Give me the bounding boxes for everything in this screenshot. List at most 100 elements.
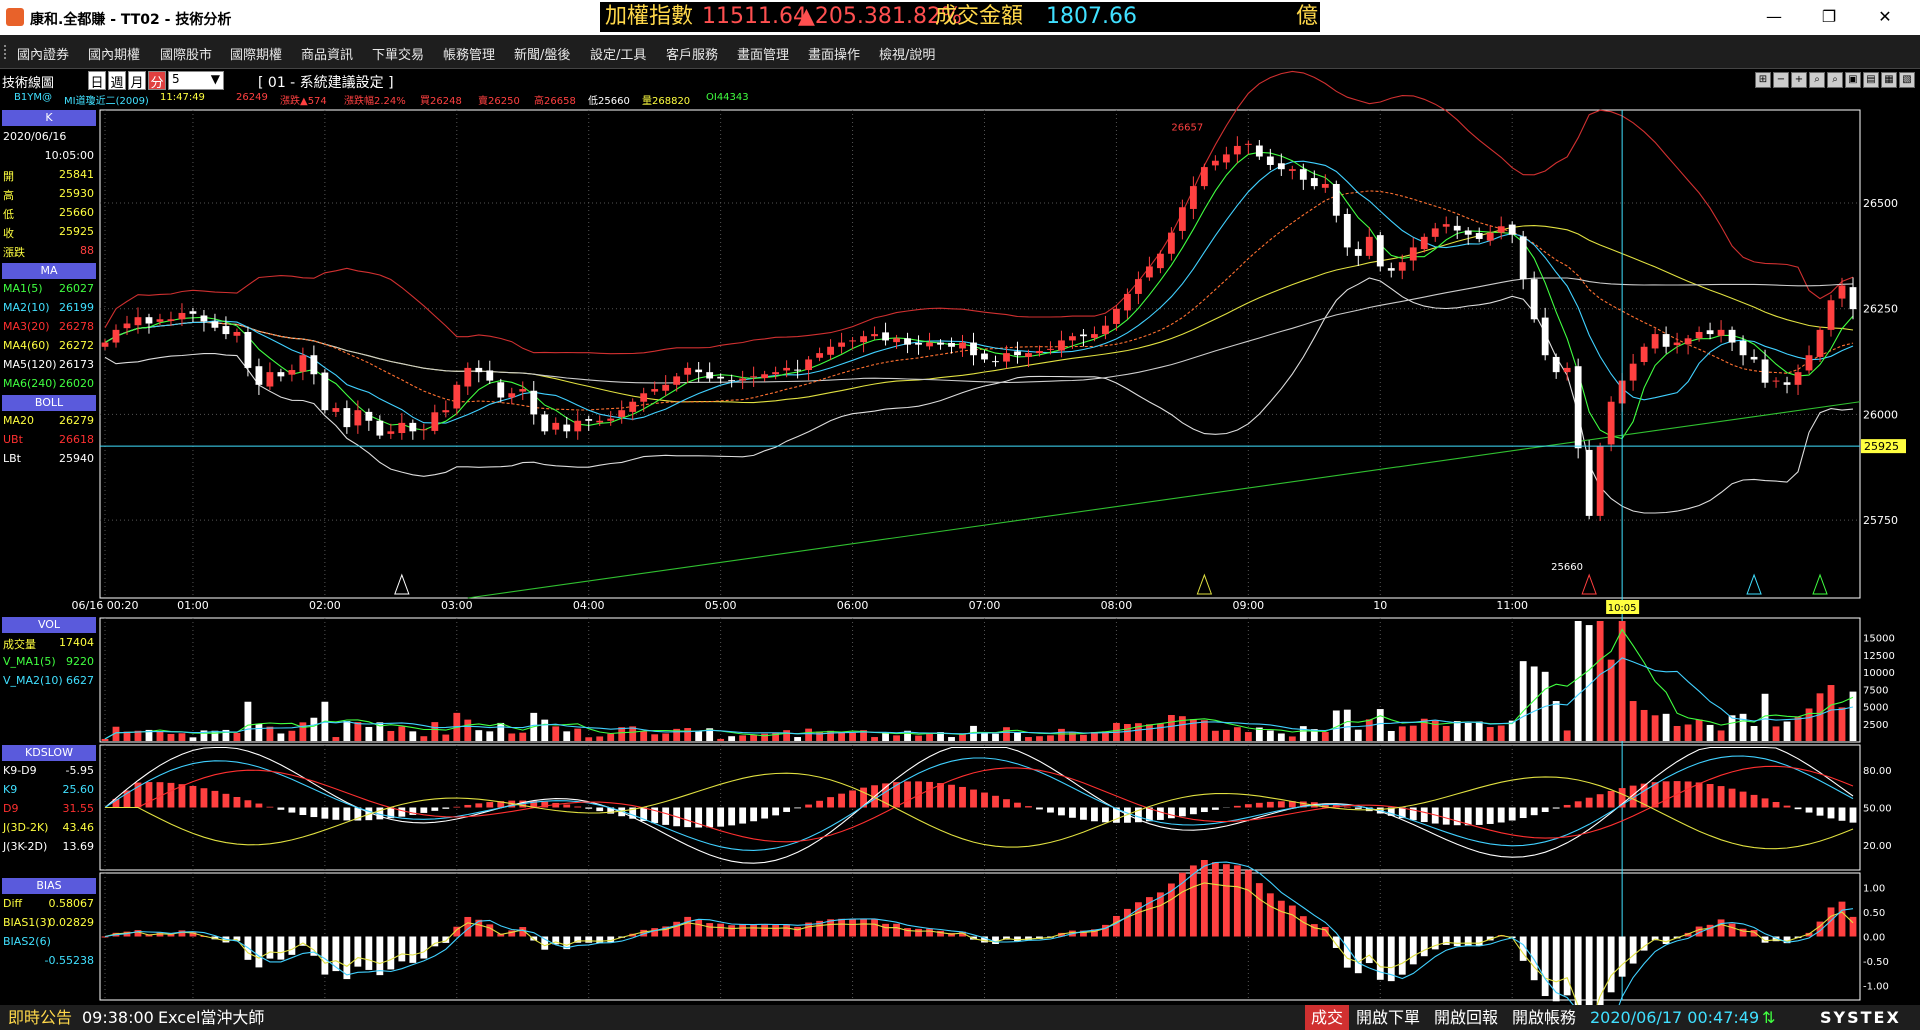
bias-bar (1091, 929, 1098, 937)
volume-bar (1574, 621, 1582, 741)
bias-bar (574, 936, 582, 943)
candle-body (1398, 262, 1406, 271)
search-icon[interactable]: ⌕ (1809, 72, 1825, 88)
menu-item-view-help[interactable]: 檢視/說明 (879, 48, 936, 63)
info-change: 漲跌▲574 (280, 96, 327, 107)
kd-histogram-bar (1387, 807, 1395, 816)
menu-grip-icon (4, 45, 8, 59)
close-button[interactable]: ✕ (1878, 7, 1892, 26)
candle-body (1047, 348, 1054, 350)
kd-histogram-bar (838, 793, 845, 808)
trade-indicator[interactable]: 成交 (1305, 1005, 1350, 1030)
candle-body (266, 372, 274, 387)
period-minute-button[interactable]: 分 (148, 71, 166, 91)
restore-button[interactable]: ❐ (1821, 7, 1837, 26)
bias-bar (1167, 883, 1175, 937)
menu-item-settings-tools[interactable]: 設定/工具 (590, 48, 647, 63)
volume-bar (1849, 691, 1857, 741)
boll-row: UBt 26618 (3, 433, 96, 448)
bias-bar (310, 936, 318, 956)
find-icon[interactable]: ⌕ (1827, 72, 1843, 88)
candle-body (288, 370, 296, 375)
zoom-in-icon[interactable]: + (1791, 72, 1807, 88)
candle-body (1288, 169, 1296, 171)
bias-tick-label: -1.00 (1863, 981, 1889, 992)
volume-bar (739, 735, 747, 741)
menu-item-customer-service[interactable]: 客戶服務 (666, 48, 719, 63)
candle-body (871, 334, 878, 337)
menu-item-account-management[interactable]: 帳務管理 (443, 48, 496, 63)
bias-bar (1387, 936, 1395, 982)
candle-body (1343, 214, 1351, 248)
signal-triangle-icon (1746, 573, 1762, 595)
period-day-button[interactable]: 日 (88, 71, 106, 91)
candle-body (1135, 279, 1142, 294)
open-account-button[interactable]: 開啟帳務 (1512, 1008, 1577, 1027)
menu-item-international-futures[interactable]: 國際期權 (230, 48, 283, 63)
candle-body (992, 361, 999, 363)
bias-bar (442, 936, 450, 943)
volume-bar (1365, 719, 1373, 741)
grid-icon[interactable]: ▦ (1881, 72, 1897, 88)
bias-bar (255, 936, 263, 968)
open-report-button[interactable]: 開啟回報 (1434, 1008, 1499, 1027)
interval-select[interactable]: 5 ▼ (168, 71, 224, 90)
kd-histogram-bar (409, 807, 417, 815)
volume-bar (1596, 621, 1604, 741)
candle-body (1640, 346, 1648, 362)
time-tick-label: 09:00 (1232, 599, 1264, 612)
kd-histogram-bar (1552, 807, 1560, 809)
app-logo-icon (6, 8, 24, 26)
candle-body (816, 353, 823, 358)
volume-bar (233, 732, 241, 741)
menu-item-domestic-securities[interactable]: 國內證券 (17, 48, 70, 63)
layout-tool-icon[interactable]: ⊞ (1755, 72, 1771, 88)
kd-histogram-bar (1266, 801, 1274, 808)
table-icon[interactable]: ▤ (1863, 72, 1879, 88)
volume-bar (871, 737, 878, 741)
menu-item-screen-operation[interactable]: 畫面操作 (808, 48, 861, 63)
bias-bar (1772, 936, 1780, 942)
minimize-button[interactable]: — (1766, 7, 1782, 26)
notice-text[interactable]: Excel當沖大師 (158, 1008, 265, 1027)
setting-label[interactable]: [ 01 - 系統建議設定 ] (258, 75, 394, 91)
volume-bar (145, 729, 153, 741)
volume-bar (1761, 693, 1769, 741)
menu-item-domestic-futures[interactable]: 國內期權 (88, 48, 141, 63)
menu-item-product-info[interactable]: 商品資訊 (301, 48, 354, 63)
period-week-button[interactable]: 週 (108, 71, 126, 91)
kd-histogram-bar (453, 806, 461, 808)
vol-label: 成交量 (3, 638, 36, 651)
volume-bar (728, 736, 736, 741)
volume-bar (1728, 715, 1736, 741)
menu-item-news[interactable]: 新聞/盤後 (514, 48, 571, 63)
bias-bar (1618, 936, 1626, 977)
zoom-out-icon[interactable]: − (1773, 72, 1789, 88)
k-close-row: 收 25925 (3, 225, 96, 240)
menu-item-screen-management[interactable]: 畫面管理 (737, 48, 790, 63)
kd-histogram-bar (1102, 807, 1109, 823)
window-icon[interactable]: ▣ (1845, 72, 1861, 88)
panel-icon[interactable]: ▧ (1899, 72, 1915, 88)
bias-bar (1332, 936, 1340, 948)
kd-histogram-bar (1299, 801, 1307, 808)
time-tick-label: 05:00 (705, 599, 737, 612)
vol-value: 9220 (66, 655, 94, 668)
kd-histogram-bar (1398, 807, 1406, 819)
candle-body (1069, 336, 1076, 341)
period-month-button[interactable]: 月 (128, 71, 146, 91)
open-order-button[interactable]: 開啟下單 (1356, 1008, 1421, 1027)
candle-body (1695, 331, 1703, 339)
menu-item-international-stocks[interactable]: 國際股市 (160, 48, 213, 63)
notice-label[interactable]: 即時公告 (8, 1008, 73, 1027)
bias-bar (1310, 924, 1318, 937)
kd-histogram-bar (1827, 807, 1835, 819)
bias-label: Diff (3, 897, 23, 910)
bias-bar (1222, 864, 1230, 937)
menu-item-order-trading[interactable]: 下單交易 (372, 48, 425, 63)
volume-bar (1156, 723, 1164, 741)
ma-value: 26278 (59, 320, 94, 333)
candle-body (1651, 334, 1659, 349)
volume-bar (1036, 736, 1043, 741)
